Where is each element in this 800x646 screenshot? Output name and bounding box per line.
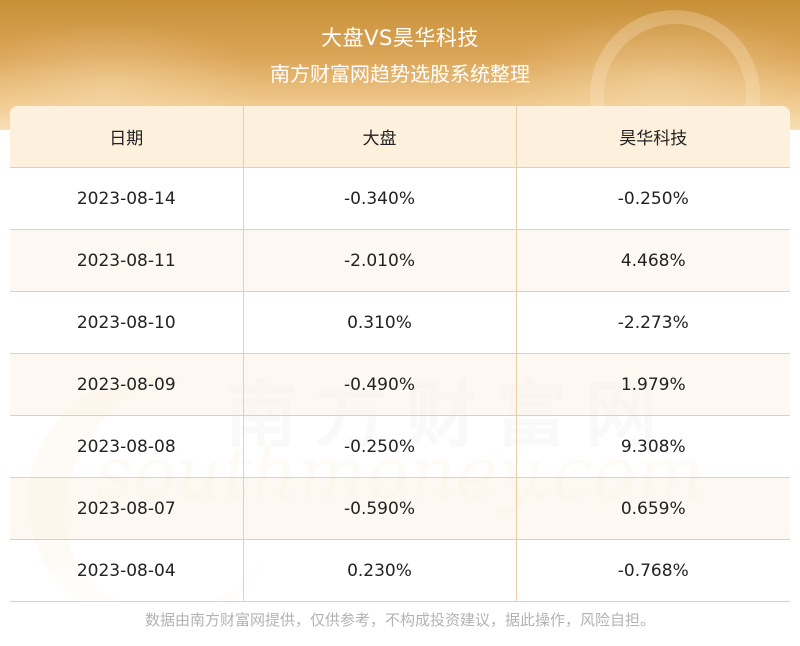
page-subtitle: 南方财富网趋势选股系统整理 [270, 62, 530, 86]
cell-market: -0.250% [243, 415, 517, 478]
cell-date: 2023-08-09 [10, 353, 244, 416]
table-header-row: 日期 大盘 昊华科技 [10, 106, 790, 168]
cell-stock: -0.768% [516, 539, 790, 602]
cell-market: 0.230% [243, 539, 517, 602]
cell-market: 0.310% [243, 291, 517, 354]
cell-market: -0.490% [243, 353, 517, 416]
data-card: 南方财富网 southmoney.com 日期 大盘 昊华科技 2023-08-… [10, 106, 790, 602]
cell-stock: 0.659% [516, 477, 790, 540]
table-row: 2023-08-09 -0.490% 1.979% [10, 353, 790, 416]
cell-market: -2.010% [243, 229, 517, 292]
cell-stock: 9.308% [516, 415, 790, 478]
table-row: 2023-08-07 -0.590% 0.659% [10, 477, 790, 540]
footer-disclaimer: 数据由南方财富网提供，仅供参考，不构成投资建议，据此操作，风险自担。 [144, 611, 655, 629]
cell-market: -0.340% [243, 167, 517, 230]
cell-stock: -0.250% [516, 167, 790, 230]
table-row: 2023-08-14 -0.340% -0.250% [10, 167, 790, 230]
table-row: 2023-08-10 0.310% -2.273% [10, 291, 790, 354]
cell-date: 2023-08-10 [10, 291, 244, 354]
cell-date: 2023-08-04 [10, 539, 244, 602]
cell-market: -0.590% [243, 477, 517, 540]
table-row: 2023-08-11 -2.010% 4.468% [10, 229, 790, 292]
column-header-stock: 昊华科技 [516, 106, 790, 168]
table-row: 2023-08-08 -0.250% 9.308% [10, 415, 790, 478]
cell-stock: 4.468% [516, 229, 790, 292]
cell-date: 2023-08-11 [10, 229, 244, 292]
page-title: 大盘VS昊华科技 [321, 26, 479, 50]
table-row: 2023-08-04 0.230% -0.768% [10, 539, 790, 602]
cell-date: 2023-08-14 [10, 167, 244, 230]
cell-stock: -2.273% [516, 291, 790, 354]
column-header-market: 大盘 [243, 106, 517, 168]
column-header-date: 日期 [10, 106, 244, 168]
comparison-table: 日期 大盘 昊华科技 2023-08-14 -0.340% -0.250% 20… [10, 106, 790, 602]
cell-date: 2023-08-07 [10, 477, 244, 540]
cell-date: 2023-08-08 [10, 415, 244, 478]
cell-stock: 1.979% [516, 353, 790, 416]
